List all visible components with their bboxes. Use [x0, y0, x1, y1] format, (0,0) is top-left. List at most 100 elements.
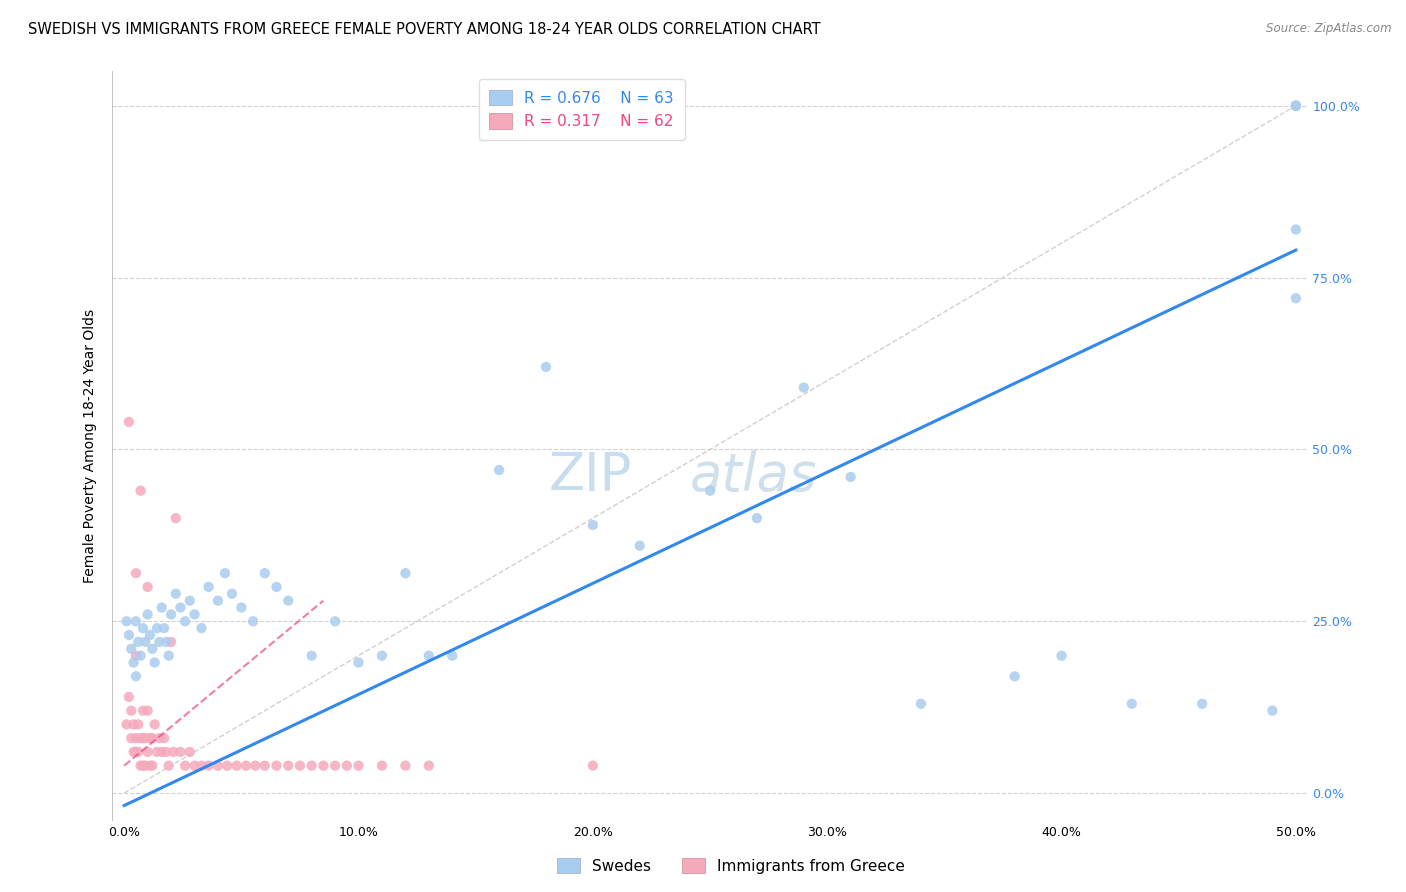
Point: [277, 758, 299, 772]
Point: [150, 745, 173, 759]
Point: [793, 380, 815, 394]
Point: [488, 463, 510, 477]
Point: [301, 758, 323, 772]
Point: [132, 704, 155, 718]
Point: [132, 758, 155, 772]
Point: [115, 615, 138, 629]
Point: [134, 731, 156, 746]
Point: [371, 758, 394, 772]
Point: [157, 648, 180, 663]
Point: [1261, 704, 1284, 718]
Point: [174, 615, 197, 629]
Point: [120, 641, 142, 656]
Point: [143, 717, 166, 731]
Point: [839, 470, 862, 484]
Point: [125, 669, 148, 683]
Point: [125, 648, 148, 663]
Point: [1285, 99, 1308, 113]
Point: [160, 635, 183, 649]
Point: [207, 758, 229, 772]
Point: [197, 580, 219, 594]
Point: [160, 607, 183, 622]
Point: [266, 580, 288, 594]
Point: [1121, 697, 1143, 711]
Point: [245, 758, 267, 772]
Point: [183, 607, 205, 622]
Point: [336, 758, 359, 772]
Point: [174, 758, 197, 772]
Point: [134, 635, 156, 649]
Point: [127, 745, 149, 759]
Point: [628, 539, 651, 553]
Point: [582, 758, 605, 772]
Point: [347, 758, 370, 772]
Point: [162, 745, 184, 759]
Text: ZIP: ZIP: [548, 450, 633, 502]
Point: [441, 648, 464, 663]
Point: [179, 745, 201, 759]
Point: [125, 731, 148, 746]
Point: [125, 615, 148, 629]
Point: [1285, 99, 1308, 113]
Point: [394, 758, 416, 772]
Point: [129, 648, 152, 663]
Point: [214, 566, 236, 581]
Point: [323, 615, 346, 629]
Point: [146, 621, 169, 635]
Point: [1285, 222, 1308, 236]
Point: [207, 593, 229, 607]
Point: [143, 656, 166, 670]
Point: [288, 758, 311, 772]
Point: [301, 648, 323, 663]
Point: [136, 745, 159, 759]
Point: [120, 704, 142, 718]
Point: [1285, 99, 1308, 113]
Text: SWEDISH VS IMMIGRANTS FROM GREECE FEMALE POVERTY AMONG 18-24 YEAR OLDS CORRELATI: SWEDISH VS IMMIGRANTS FROM GREECE FEMALE…: [28, 22, 821, 37]
Point: [115, 717, 138, 731]
Point: [139, 628, 162, 642]
Point: [699, 483, 721, 498]
Point: [120, 731, 142, 746]
Point: [139, 758, 162, 772]
Point: [418, 648, 440, 663]
Text: Source: ZipAtlas.com: Source: ZipAtlas.com: [1267, 22, 1392, 36]
Point: [129, 731, 152, 746]
Point: [139, 731, 162, 746]
Legend: R = 0.676    N = 63, R = 0.317    N = 62: R = 0.676 N = 63, R = 0.317 N = 62: [478, 79, 685, 140]
Point: [134, 758, 156, 772]
Point: [141, 731, 163, 746]
Point: [148, 635, 170, 649]
Point: [371, 648, 394, 663]
Point: [225, 758, 247, 772]
Point: [197, 758, 219, 772]
Point: [323, 758, 346, 772]
Point: [153, 621, 176, 635]
Point: [534, 359, 557, 374]
Point: [910, 697, 932, 711]
Point: [169, 600, 191, 615]
Point: [146, 745, 169, 759]
Point: [136, 580, 159, 594]
Point: [155, 745, 177, 759]
Point: [132, 731, 155, 746]
Point: [136, 704, 159, 718]
Point: [1191, 697, 1213, 711]
Point: [347, 656, 370, 670]
Point: [127, 717, 149, 731]
Point: [127, 635, 149, 649]
Point: [745, 511, 768, 525]
Point: [129, 483, 152, 498]
Point: [141, 641, 163, 656]
Point: [1004, 669, 1026, 683]
Point: [132, 621, 155, 635]
Point: [165, 587, 187, 601]
Point: [394, 566, 416, 581]
Point: [221, 587, 243, 601]
Point: [125, 745, 148, 759]
Point: [169, 745, 191, 759]
Point: [242, 615, 264, 629]
Point: [418, 758, 440, 772]
Point: [125, 566, 148, 581]
Point: [266, 758, 288, 772]
Y-axis label: Female Poverty Among 18-24 Year Olds: Female Poverty Among 18-24 Year Olds: [83, 309, 97, 583]
